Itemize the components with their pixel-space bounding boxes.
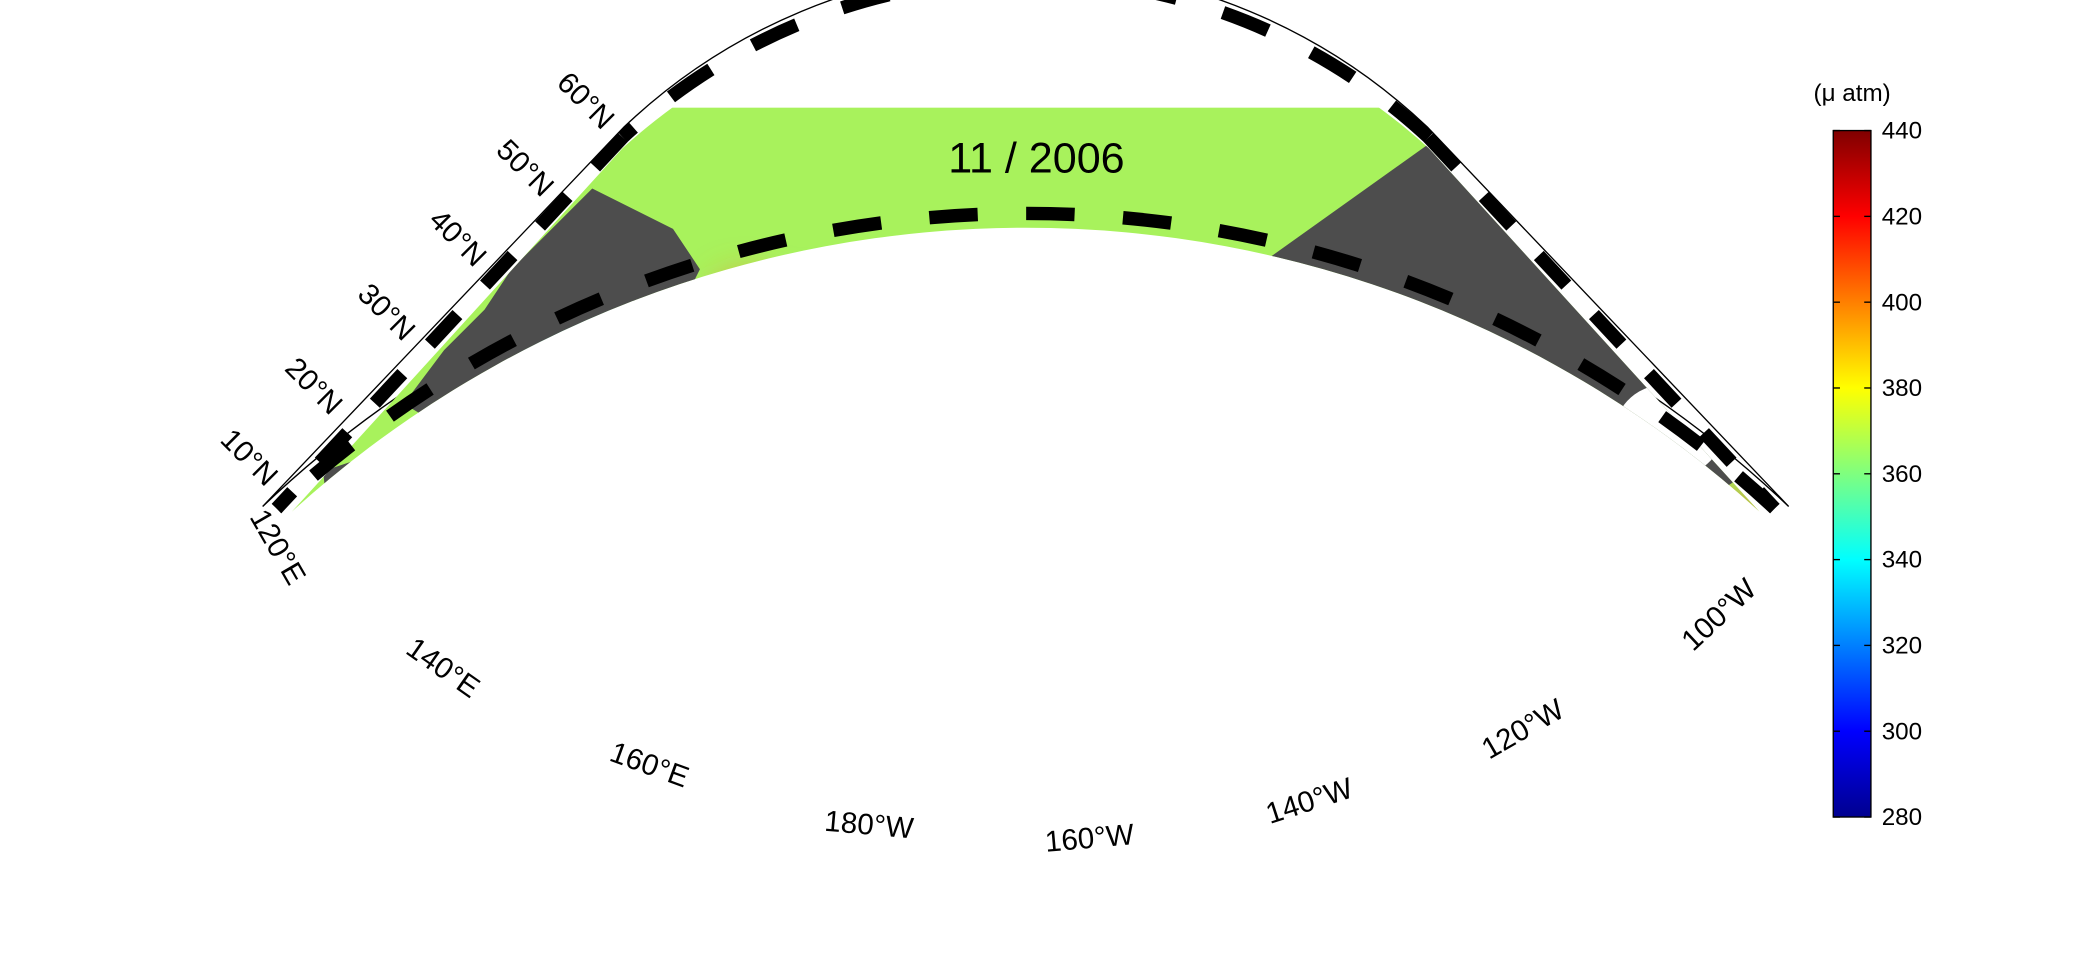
colorbar-tick-label: 340: [1882, 547, 1922, 574]
latitude-label: 30°N: [351, 277, 421, 347]
latitude-label: 10°N: [214, 423, 284, 493]
latitude-label: 60°N: [550, 66, 620, 136]
longitude-label: 100°W: [1675, 572, 1763, 657]
latitude-label: 50°N: [490, 133, 560, 203]
map-body: 11 / 2006 60°N50°N40°N30°N20°N10°N 120°E 1…: [214, 0, 1923, 859]
longitude-label: 180°W: [823, 805, 915, 846]
longitude-label: 140°W: [1262, 772, 1357, 831]
frame-dashes: [272, 206, 1780, 514]
colorbar-tick-label: 380: [1882, 375, 1922, 402]
colorbar-tick-label: 440: [1882, 118, 1922, 145]
colorbar-tick-label: 320: [1882, 632, 1922, 659]
longitude-label: 160°W: [1044, 818, 1136, 859]
longitude-label: 120°W: [1476, 693, 1570, 766]
latitude-label: 20°N: [279, 351, 349, 421]
colorbar-tick-label: 360: [1882, 461, 1922, 488]
map-title: 11 / 2006: [948, 134, 1124, 182]
colorbar-tick-label: 300: [1882, 718, 1922, 745]
longitude-label: 160°E: [606, 736, 693, 795]
longitude-label: 120°E: [243, 504, 312, 591]
map-frame: [262, 0, 1790, 507]
frame-dashes: [271, 132, 1780, 514]
colorbar-tick-label: 400: [1882, 289, 1922, 316]
colorbar-label: (μ atm): [1814, 80, 1891, 107]
frame-dashes: [618, 0, 1434, 143]
colorbar-tick-label: 420: [1882, 203, 1922, 230]
colorbar: (μ atm) 280 300 320 340 360 380 400 420 440: [1814, 80, 1923, 831]
colorbar-tick-label: 280: [1882, 804, 1922, 831]
longitude-label: 140°E: [400, 631, 485, 704]
latitude-label: 40°N: [423, 203, 493, 273]
